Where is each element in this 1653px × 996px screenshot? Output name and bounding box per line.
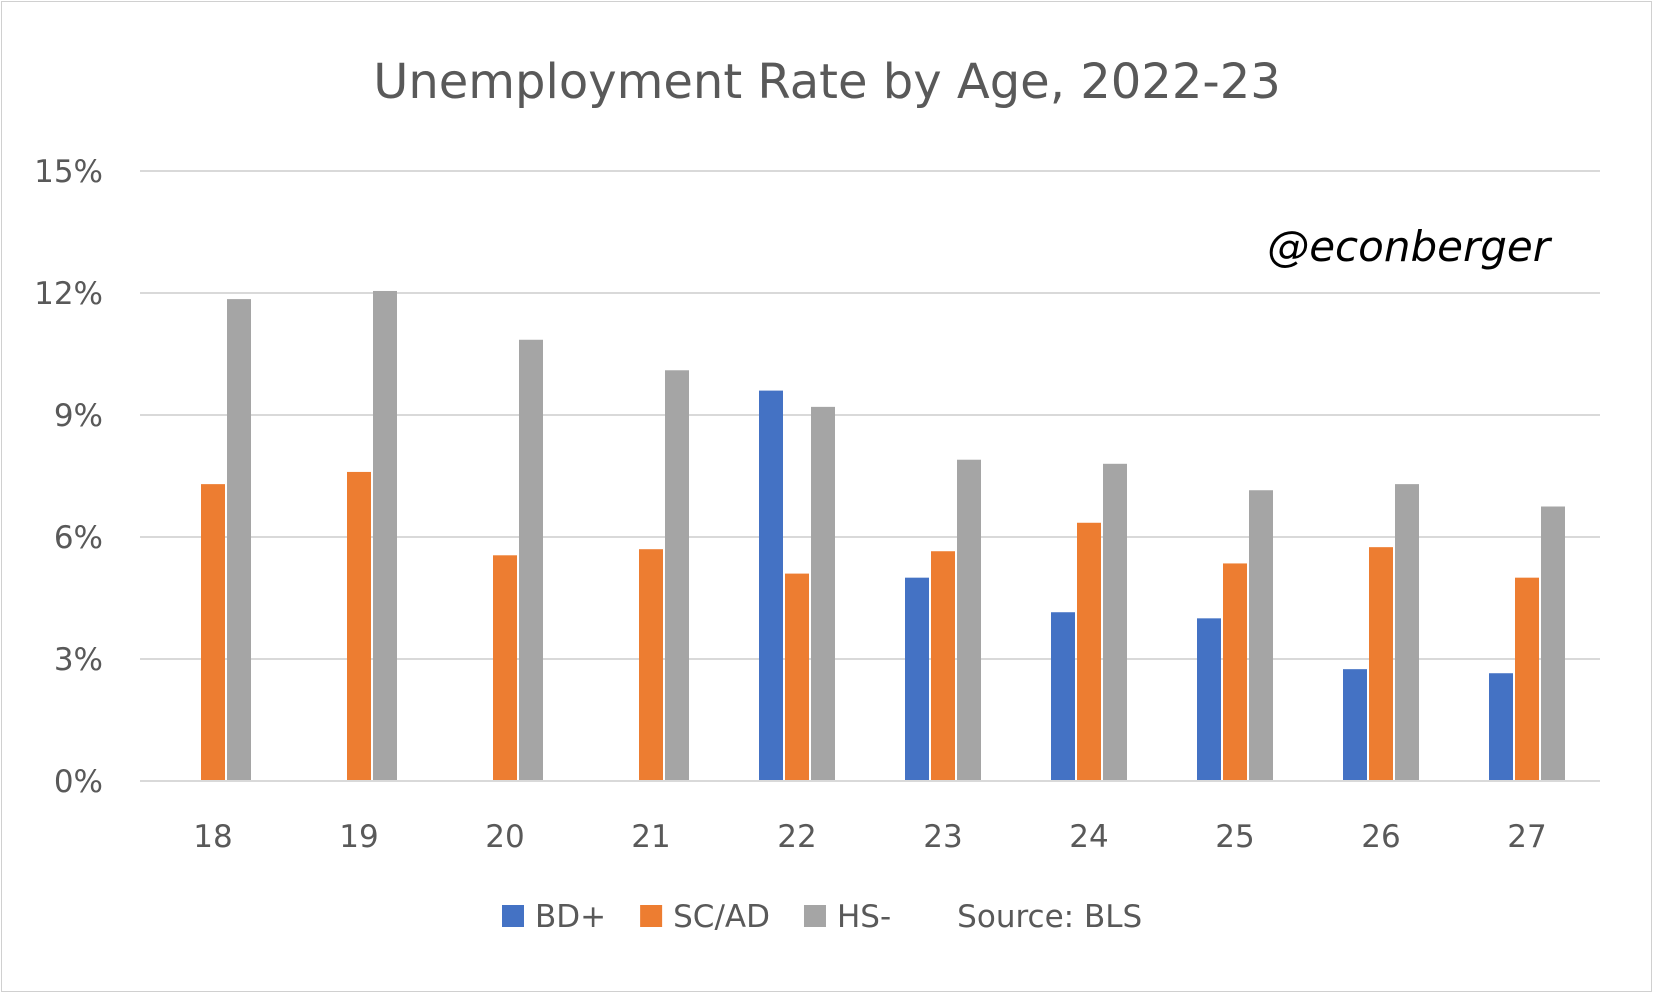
bar-HS--25 bbox=[1249, 490, 1273, 781]
chart-title: Unemployment Rate by Age, 2022-23 bbox=[373, 54, 1281, 110]
bar-BD+-26 bbox=[1343, 669, 1367, 781]
bars bbox=[201, 290, 1565, 781]
bar-SC/AD-26 bbox=[1369, 547, 1393, 781]
legend-swatch-BD+ bbox=[502, 905, 524, 927]
bar-HS--24 bbox=[1103, 463, 1127, 781]
bar-HS--19 bbox=[373, 290, 397, 781]
x-tick-label: 22 bbox=[777, 819, 816, 855]
y-tick-label: 6% bbox=[54, 520, 103, 556]
x-tick-label: 18 bbox=[193, 819, 232, 855]
bar-BD+-27 bbox=[1489, 673, 1513, 781]
x-tick-label: 27 bbox=[1507, 819, 1546, 855]
bar-SC/AD-22 bbox=[785, 573, 809, 781]
bar-HS--21 bbox=[665, 370, 689, 781]
bar-SC/AD-21 bbox=[639, 549, 663, 781]
y-tick-label: 0% bbox=[54, 764, 103, 800]
bar-SC/AD-20 bbox=[493, 555, 517, 781]
bar-BD+-22 bbox=[759, 390, 783, 781]
y-axis: 0% 3% 6% 9% 12% 15% bbox=[34, 154, 103, 800]
x-tick-label: 19 bbox=[339, 819, 378, 855]
bar-SC/AD-24 bbox=[1077, 522, 1101, 781]
source-note: Source: BLS bbox=[957, 899, 1142, 935]
x-tick-label: 24 bbox=[1069, 819, 1108, 855]
legend-swatch-SC/AD bbox=[640, 905, 663, 927]
legend-label-HS-: HS- bbox=[837, 899, 891, 935]
bar-HS--23 bbox=[957, 459, 981, 781]
bar-SC/AD-19 bbox=[347, 471, 371, 781]
bar-HS--22 bbox=[811, 406, 835, 781]
x-axis: 18 19 20 21 22 23 24 25 26 27 bbox=[140, 780, 1600, 855]
bar-SC/AD-27 bbox=[1515, 577, 1539, 781]
bar-HS--27 bbox=[1541, 506, 1565, 781]
y-tick-label: 9% bbox=[54, 398, 103, 434]
legend-swatch-HS- bbox=[803, 905, 826, 927]
y-tick-label: 3% bbox=[54, 642, 103, 678]
legend: BD+ SC/AD HS- Source: BLS bbox=[502, 899, 1142, 935]
x-tick-label: 21 bbox=[631, 819, 670, 855]
bar-SC/AD-18 bbox=[201, 484, 225, 781]
legend-label-BD+: BD+ bbox=[535, 899, 606, 935]
y-tick-label: 12% bbox=[34, 276, 103, 312]
x-tick-label: 20 bbox=[485, 819, 524, 855]
bar-HS--26 bbox=[1395, 484, 1419, 781]
bar-BD+-23 bbox=[905, 577, 929, 781]
watermark: @econberger bbox=[1267, 222, 1553, 271]
x-tick-label: 25 bbox=[1215, 819, 1254, 855]
bar-SC/AD-25 bbox=[1223, 563, 1247, 781]
y-tick-label: 15% bbox=[34, 154, 103, 190]
bar-BD+-25 bbox=[1197, 618, 1221, 781]
bar-HS--20 bbox=[519, 339, 543, 781]
legend-label-SC/AD: SC/AD bbox=[673, 899, 770, 935]
x-tick-label: 23 bbox=[923, 819, 962, 855]
bar-BD+-24 bbox=[1051, 612, 1075, 781]
bar-SC/AD-23 bbox=[931, 551, 955, 781]
x-tick-label: 26 bbox=[1361, 819, 1400, 855]
bar-HS--18 bbox=[227, 299, 251, 781]
